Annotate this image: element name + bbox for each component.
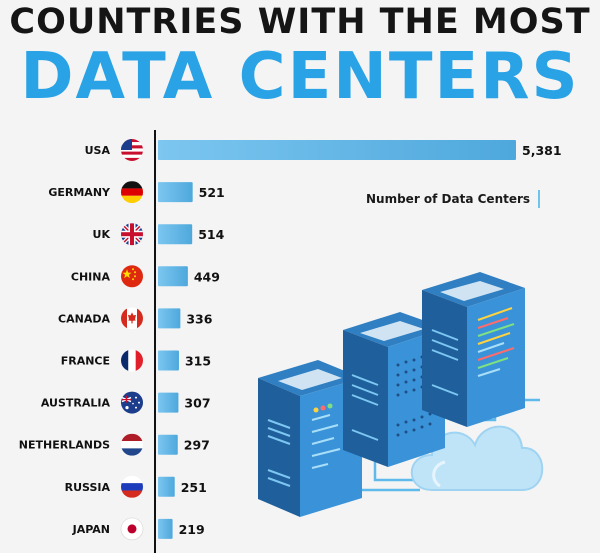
germany-flag-icon (121, 181, 143, 204)
japan-flag-icon (120, 517, 144, 541)
australia-flag-icon (121, 391, 143, 414)
value-label: 449 (194, 269, 220, 284)
legend-swatch (538, 190, 541, 208)
bar (158, 140, 516, 160)
value-label: 307 (184, 396, 210, 411)
value-label: 315 (185, 354, 211, 369)
value-label: 5,381 (522, 143, 562, 158)
title-line-1: COUNTRIES WITH THE MOST (9, 2, 591, 42)
category-label: CHINA (71, 270, 111, 283)
category-label: GERMANY (48, 186, 111, 199)
value-label: 219 (179, 522, 205, 537)
title-line-2: DATA CENTERS (20, 40, 580, 114)
server-icon (258, 360, 362, 517)
netherlands-flag-icon (121, 433, 143, 456)
server-icon (422, 272, 525, 427)
category-label: RUSSIA (65, 481, 111, 494)
value-label: 514 (198, 227, 224, 242)
value-label: 251 (181, 480, 207, 495)
china-flag-icon (121, 265, 143, 288)
uk-flag-icon (121, 223, 143, 246)
value-label: 521 (199, 185, 225, 200)
bar (158, 518, 173, 539)
bar (158, 392, 179, 413)
bar (158, 350, 179, 371)
legend-label: Number of Data Centers (366, 192, 531, 206)
bar (158, 476, 175, 497)
category-label: JAPAN (72, 523, 110, 536)
category-label: NETHERLANDS (19, 439, 110, 452)
category-label: CANADA (58, 312, 110, 325)
category-label: UK (93, 228, 111, 241)
bar (158, 308, 181, 329)
bar (158, 224, 193, 245)
bar (158, 434, 178, 455)
category-label: USA (85, 144, 111, 157)
canada-flag-icon (121, 307, 143, 330)
category-label: AUSTRALIA (41, 397, 111, 410)
bar (158, 266, 188, 287)
value-label: 297 (184, 438, 210, 453)
bar (158, 182, 193, 203)
france-flag-icon (121, 349, 143, 372)
category-label: FRANCE (61, 355, 110, 368)
value-label: 336 (186, 311, 212, 326)
usa-flag-icon (121, 139, 143, 161)
russia-flag-icon (121, 475, 143, 498)
legend: Number of Data Centers (366, 190, 541, 208)
